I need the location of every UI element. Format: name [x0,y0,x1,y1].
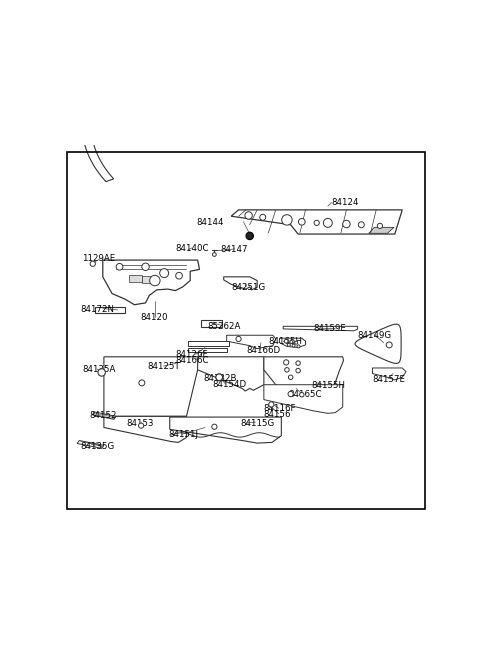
Text: 84165C: 84165C [289,390,322,400]
Circle shape [284,339,288,343]
Polygon shape [264,384,343,413]
Circle shape [314,220,319,225]
Text: 84126F: 84126F [175,350,208,360]
Text: 84157E: 84157E [372,375,406,384]
Text: 84149G: 84149G [358,331,392,340]
Polygon shape [129,275,142,282]
Circle shape [246,232,253,240]
Circle shape [116,263,123,270]
Circle shape [236,337,241,341]
Polygon shape [264,357,344,392]
Circle shape [245,212,252,219]
Text: 84125T: 84125T [147,362,180,371]
Polygon shape [96,307,125,313]
Circle shape [300,392,304,397]
Polygon shape [170,417,281,443]
Circle shape [290,341,293,343]
Circle shape [288,375,293,379]
Polygon shape [103,260,200,305]
Circle shape [386,342,392,348]
Circle shape [150,275,160,286]
Circle shape [359,222,364,228]
Circle shape [288,392,293,397]
Text: 84124: 84124 [332,198,359,207]
Polygon shape [188,348,227,352]
Circle shape [377,223,383,229]
Text: 84144: 84144 [196,218,224,227]
Text: 84147: 84147 [220,245,248,254]
Text: 84172N: 84172N [81,305,114,314]
Circle shape [296,361,300,365]
Circle shape [216,374,223,381]
Circle shape [284,360,289,365]
Circle shape [295,341,298,344]
Circle shape [90,261,96,267]
Text: 84153: 84153 [126,419,154,428]
Circle shape [98,369,106,376]
Text: 84140C: 84140C [175,244,209,253]
Circle shape [142,263,149,271]
Circle shape [343,220,350,228]
Circle shape [297,345,300,348]
Text: 84251G: 84251G [231,284,265,293]
Text: 84120: 84120 [140,313,168,322]
Polygon shape [224,277,257,290]
Text: 84115G: 84115G [240,419,275,428]
Circle shape [176,272,182,279]
Polygon shape [372,368,406,380]
Polygon shape [198,357,264,391]
Text: 84155H: 84155H [311,381,345,390]
Text: 84135G: 84135G [81,442,115,451]
Polygon shape [188,341,229,346]
Polygon shape [201,320,222,327]
Circle shape [160,269,168,278]
Polygon shape [104,357,207,417]
Circle shape [292,344,295,347]
Circle shape [282,215,292,225]
Polygon shape [355,324,401,364]
Text: 84154D: 84154D [213,380,247,389]
Text: 1129AE: 1129AE [83,255,116,263]
Circle shape [296,368,300,373]
Polygon shape [142,276,156,283]
Text: 84156: 84156 [264,410,291,419]
Text: 85262A: 85262A [207,322,240,331]
Text: 84135A: 84135A [83,365,116,375]
Text: 84165H: 84165H [268,337,302,346]
Polygon shape [104,417,186,442]
Polygon shape [77,441,104,448]
Polygon shape [231,210,402,234]
Circle shape [212,424,217,430]
Circle shape [269,402,274,407]
Circle shape [216,374,223,381]
Circle shape [139,423,144,428]
Text: 84151J: 84151J [168,430,198,440]
Circle shape [288,343,290,346]
Polygon shape [92,412,116,419]
Circle shape [299,218,305,225]
Polygon shape [227,335,276,348]
Circle shape [260,214,266,220]
Text: 84159E: 84159E [313,324,346,333]
Text: 84152: 84152 [90,411,117,420]
Circle shape [285,367,289,372]
Polygon shape [279,338,305,348]
Circle shape [324,218,332,227]
Text: 84166C: 84166C [175,356,209,365]
Text: 84116F: 84116F [264,404,296,413]
Circle shape [213,253,216,256]
Text: 84132B: 84132B [203,374,237,383]
Circle shape [139,380,145,386]
Polygon shape [283,326,358,331]
Text: 84166D: 84166D [246,346,280,354]
Polygon shape [83,132,114,181]
Polygon shape [369,227,394,233]
